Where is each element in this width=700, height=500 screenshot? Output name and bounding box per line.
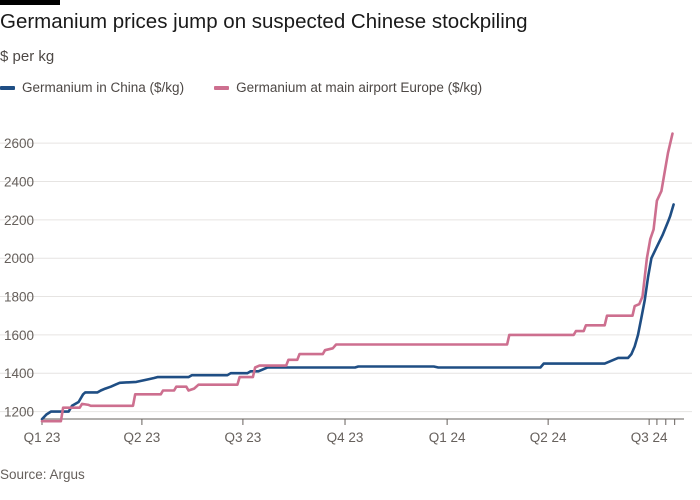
legend-swatch-europe (214, 85, 230, 90)
y-tick-label-1400: 1400 (4, 366, 34, 381)
y-tick-label-2600: 2600 (4, 136, 34, 151)
x-tick-label-Q1-23: Q1 23 (24, 430, 61, 445)
x-tick-label-Q2-23: Q2 23 (124, 430, 161, 445)
chart-subtitle: $ per kg (0, 48, 55, 65)
y-axis: 1200 1400 1600 1800 2000 2200 2400 2600 (4, 136, 34, 419)
brand-bar (0, 0, 60, 5)
y-tick-label-1800: 1800 (4, 290, 34, 305)
y-tick-label-2400: 2400 (4, 175, 34, 190)
y-tick-label-2200: 2200 (4, 213, 34, 228)
y-tick-label-2000: 2000 (4, 251, 34, 266)
legend-label-china: Germanium in China ($/kg) (22, 80, 185, 95)
x-tick-label-Q2-24: Q2 24 (530, 430, 567, 445)
y-tick-label-1600: 1600 (4, 328, 34, 343)
legend-item-europe: Germanium at main airport Europe ($/kg) (214, 80, 482, 95)
source-note: Source: Argus (0, 467, 85, 482)
x-axis: Q1 23 Q2 23 Q3 23 Q4 23 Q1 24 Q2 24 Q3 24 (24, 418, 684, 445)
legend-label-europe: Germanium at main airport Europe ($/kg) (236, 80, 483, 95)
x-tick-label-Q3-24: Q3 24 (631, 430, 668, 445)
series-line-europe (40, 132, 674, 423)
legend-swatch-china (0, 85, 15, 90)
gridlines (0, 142, 692, 413)
legend-item-china: Germanium in China ($/kg) (0, 80, 184, 95)
y-tick-label-1200: 1200 (4, 405, 34, 420)
chart-title: Germanium prices jump on suspected Chine… (0, 10, 528, 33)
series-line-china (40, 203, 675, 421)
legend: Germanium in China ($/kg) Germanium at m… (0, 80, 512, 95)
x-tick-label-Q4-23: Q4 23 (327, 430, 364, 445)
x-tick-label-Q3-23: Q3 23 (225, 430, 262, 445)
x-tick-label-Q1-24: Q1 24 (429, 430, 466, 445)
series-lines (40, 132, 675, 423)
